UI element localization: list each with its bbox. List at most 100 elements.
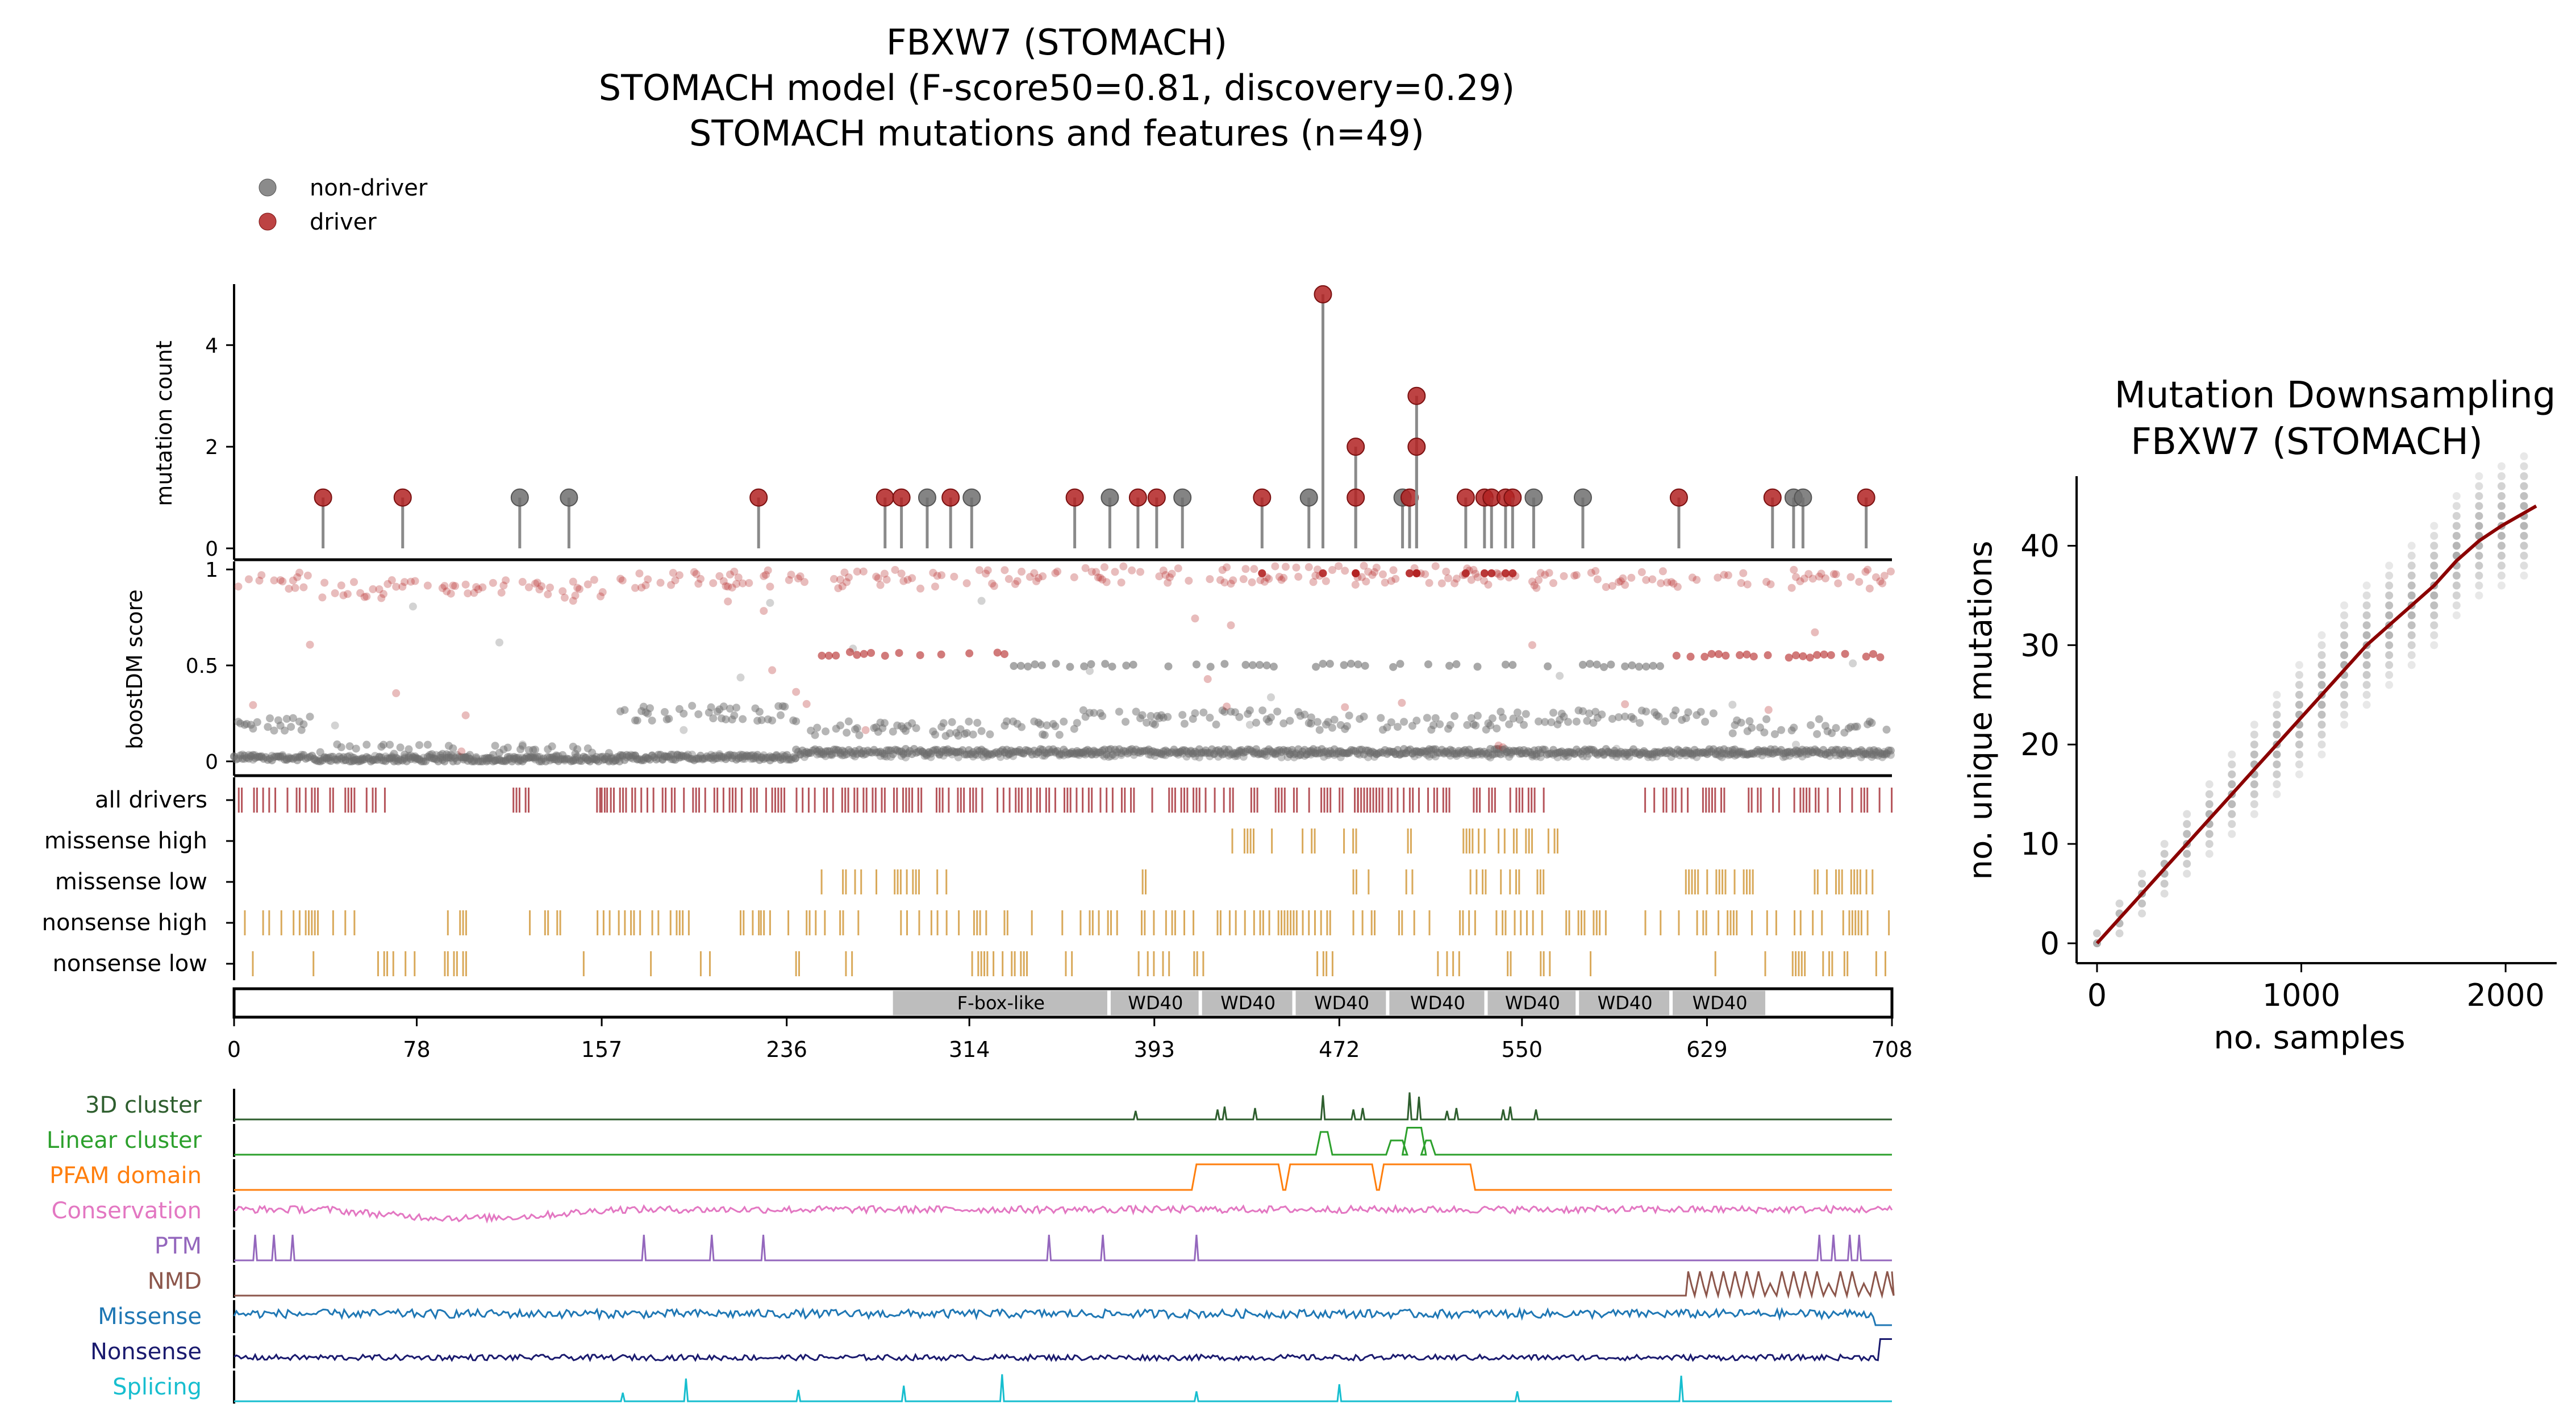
downsampling-point xyxy=(2407,611,2416,619)
domain-label: WD40 xyxy=(1505,992,1560,1014)
boost-driver-point xyxy=(569,597,577,605)
downsampling-point xyxy=(2497,571,2506,580)
boost-non-driver-point xyxy=(299,720,308,728)
boost-driver-point xyxy=(1256,576,1265,585)
boost-driver-point xyxy=(1663,578,1672,586)
boost-driver-point xyxy=(724,597,732,606)
boost-non-driver-point xyxy=(1600,663,1608,671)
boost-driver-point xyxy=(1871,573,1880,581)
boost-driver-point xyxy=(1508,569,1517,577)
boost-non-driver-point xyxy=(1129,660,1137,669)
boost-driver-point xyxy=(671,576,680,585)
downsampling-point xyxy=(2205,790,2214,798)
boost-driver-point xyxy=(1667,578,1675,586)
boost-non-driver-point xyxy=(1586,660,1594,668)
downsampling-point xyxy=(2385,591,2394,599)
boost-non-driver-point xyxy=(645,704,654,713)
boost-non-driver-point xyxy=(573,745,582,753)
boost-non-driver-point xyxy=(939,719,948,727)
boost-driver-point xyxy=(1155,572,1164,581)
boost-driver-point xyxy=(461,711,470,719)
count-ytick-label: 2 xyxy=(205,436,218,459)
domain-xtick-label: 629 xyxy=(1686,1037,1728,1062)
downsampling-point xyxy=(2250,780,2258,789)
boost-driver-point xyxy=(392,582,401,591)
boost-non-driver-point xyxy=(792,717,801,726)
downsampling-point xyxy=(2452,492,2461,500)
downsampling-point xyxy=(2520,472,2528,480)
boost-driver-point xyxy=(1203,675,1212,684)
boost-driver-point xyxy=(1467,576,1475,584)
boost-driver-point xyxy=(1473,573,1482,581)
signal-track-label: 3D cluster xyxy=(85,1092,202,1118)
downsampling-point xyxy=(2138,900,2146,908)
downsampling-point xyxy=(2317,701,2326,709)
boost-driver-point xyxy=(1616,577,1625,585)
downsampling-point xyxy=(2228,760,2236,769)
boost-non-driver-point xyxy=(1079,706,1087,714)
boost-non-driver-point xyxy=(977,597,986,605)
downsampling-point xyxy=(2430,621,2439,630)
boost-driver-point xyxy=(656,578,665,587)
downsampling-point xyxy=(2475,581,2483,590)
boost-driver-point xyxy=(464,589,472,598)
boost-driver-point xyxy=(1707,650,1716,658)
signal-track-label: NMD xyxy=(148,1268,202,1294)
downsampling-point xyxy=(2385,651,2394,659)
signal-track-label: PFAM domain xyxy=(49,1163,202,1189)
legend-driver-label: driver xyxy=(310,209,377,235)
boost-non-driver-point xyxy=(1098,712,1107,721)
boost-driver-point xyxy=(1275,573,1283,581)
boost-non-driver-point xyxy=(853,724,861,732)
boost-driver-point xyxy=(1352,569,1360,577)
driver-mutation-point xyxy=(1456,488,1475,507)
boost-driver-point xyxy=(739,579,747,588)
boost-driver-point xyxy=(1000,650,1008,659)
downsampling-point xyxy=(2362,661,2371,669)
boost-driver-point xyxy=(1387,577,1395,585)
downsampling-point xyxy=(2362,701,2371,709)
boost-driver-point xyxy=(1861,568,1870,576)
boost-driver-point xyxy=(861,726,870,734)
downsampling-point xyxy=(2362,601,2371,610)
boost-driver-point xyxy=(470,589,478,597)
downsampling-point xyxy=(2250,800,2258,809)
boost-driver-point xyxy=(644,575,652,584)
downsampling-point xyxy=(2340,631,2349,639)
downsampling-point xyxy=(2138,909,2146,918)
boost-driver-point xyxy=(1360,561,1368,570)
boost-driver-point xyxy=(337,581,345,590)
boost-non-driver-point xyxy=(1377,714,1385,722)
boost-driver-point xyxy=(1846,573,1855,581)
downsampling-point xyxy=(2497,581,2506,590)
boost-driver-point xyxy=(1026,573,1034,581)
downsampling-point xyxy=(2497,472,2506,480)
downsampling-point xyxy=(2430,542,2439,550)
boost-driver-point xyxy=(1560,572,1568,580)
boost-non-driver-point xyxy=(954,731,962,740)
boost-non-driver-point xyxy=(253,718,261,726)
boost-non-driver-point xyxy=(1593,660,1601,669)
boost-driver-point xyxy=(1799,652,1807,660)
boost-driver-point xyxy=(1450,579,1459,588)
non-driver-mutation-point xyxy=(962,488,981,507)
boost-non-driver-point xyxy=(1340,661,1348,669)
boost-driver-point xyxy=(1621,700,1629,709)
boost-non-driver-point xyxy=(1324,718,1332,726)
boost-non-driver-point xyxy=(1473,663,1482,671)
boost-driver-point xyxy=(1785,653,1793,662)
feature-signal-panel: 3D cluster Linear cluster PFAM domain Conse… xyxy=(47,1089,1895,1404)
downsampling-ylabel: no. unique mutations xyxy=(1962,541,1999,880)
downsampling-point xyxy=(2295,681,2303,689)
boost-driver-point xyxy=(616,574,625,583)
downsampling-point xyxy=(2475,551,2483,560)
non-driver-mutation-point xyxy=(1299,488,1318,507)
downsampling-point xyxy=(2385,571,2394,580)
downsampling-point xyxy=(2340,721,2349,729)
boost-driver-point xyxy=(975,566,983,574)
boost-driver-point xyxy=(244,575,253,584)
boost-driver-point xyxy=(787,571,795,579)
boost-driver-point xyxy=(860,650,868,658)
boost-driver-point xyxy=(558,587,567,596)
domain-xtick-label: 708 xyxy=(1871,1037,1913,1062)
